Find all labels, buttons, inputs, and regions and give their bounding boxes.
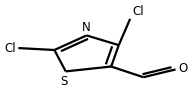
Text: Cl: Cl <box>132 5 144 18</box>
Text: N: N <box>82 21 91 34</box>
Text: O: O <box>178 62 188 76</box>
Text: Cl: Cl <box>4 42 16 55</box>
Text: S: S <box>60 75 68 88</box>
